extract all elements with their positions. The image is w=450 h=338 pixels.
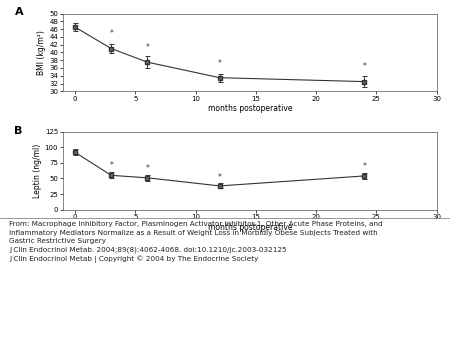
Text: *: * [218, 59, 221, 68]
Y-axis label: Leptin (ng/ml): Leptin (ng/ml) [33, 144, 42, 198]
X-axis label: months postoperative: months postoperative [207, 104, 292, 113]
Text: *: * [218, 173, 221, 182]
Text: *: * [362, 162, 366, 171]
Text: *: * [145, 164, 149, 173]
Text: *: * [109, 161, 113, 170]
X-axis label: months postoperative: months postoperative [207, 222, 292, 232]
Text: *: * [109, 29, 113, 38]
Text: *: * [362, 62, 366, 71]
Text: A: A [14, 7, 23, 17]
Y-axis label: BMI (kg/m²): BMI (kg/m²) [37, 30, 46, 75]
Text: From: Macrophage Inhibitory Factor, Plasminogen Activator Inhibitor-1, Other Acu: From: Macrophage Inhibitory Factor, Plas… [9, 221, 382, 263]
Text: B: B [14, 125, 23, 136]
Text: *: * [145, 43, 149, 52]
